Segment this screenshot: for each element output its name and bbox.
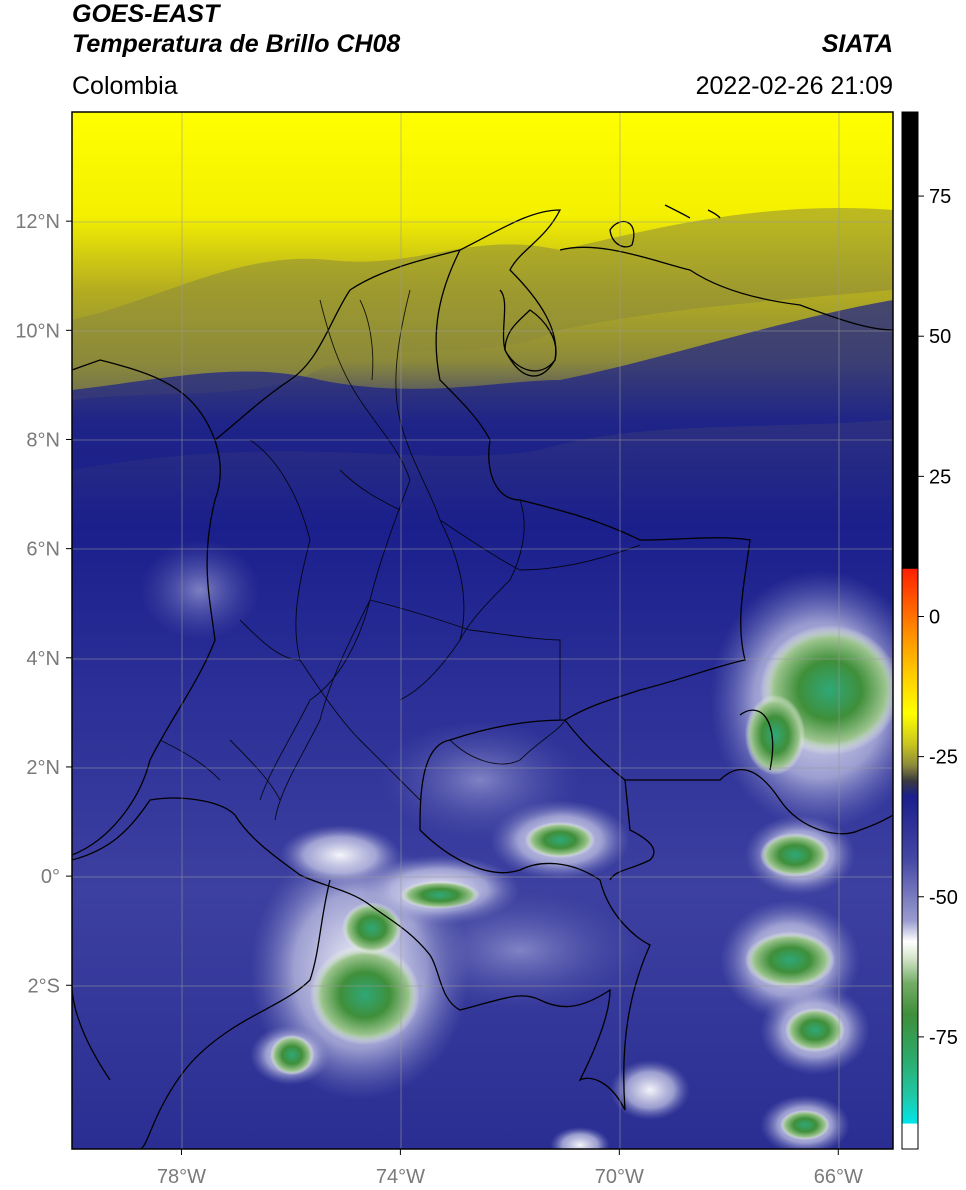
lat-tick-label: 2°N [26,757,60,779]
colorbar-tick-label: 25 [929,466,951,488]
lat-tick-label: 8°N [26,429,60,451]
colorbar-tick-label: -75 [929,1027,958,1049]
lon-tick-label: 70°W [595,1166,644,1188]
timestamp-label: 2022-02-26 21:09 [695,72,893,100]
colorbar-ticks: 75 50 25 0 -25 -50 -75 [918,186,958,1049]
country-borders [72,204,893,1149]
colorbar-tick-label: 75 [929,186,951,208]
colorbar-tick-label: -50 [929,887,958,909]
lat-tick-label: 0° [41,866,60,888]
source-label: SIATA [821,30,893,58]
lat-tick-label: 2°S [28,975,60,997]
region-label: Colombia [72,72,178,100]
graticule [72,112,893,1149]
lat-tick-label: 4°N [26,648,60,670]
satellite-title: GOES-EAST [72,0,220,28]
product-title: Temperatura de Brillo CH08 [72,30,401,58]
lon-tick-label: 74°W [376,1166,425,1188]
latitude-ticks: 12°N 10°N 8°N 6°N 4°N 2°N 0° 2°S [15,211,72,997]
longitude-ticks: 78°W 74°W 70°W 66°W [157,1149,863,1188]
colorbar-tick-label: 0 [929,606,940,628]
colorbar [902,112,918,1149]
lon-tick-label: 66°W [814,1166,863,1188]
map-frame [71,111,894,1150]
colorbar-tick-label: 50 [929,326,951,348]
lat-tick-label: 10°N [15,320,60,342]
lat-tick-label: 6°N [26,539,60,561]
lat-tick-label: 12°N [15,211,60,233]
lon-tick-label: 78°W [157,1166,206,1188]
colorbar-tick-label: -25 [929,747,958,769]
